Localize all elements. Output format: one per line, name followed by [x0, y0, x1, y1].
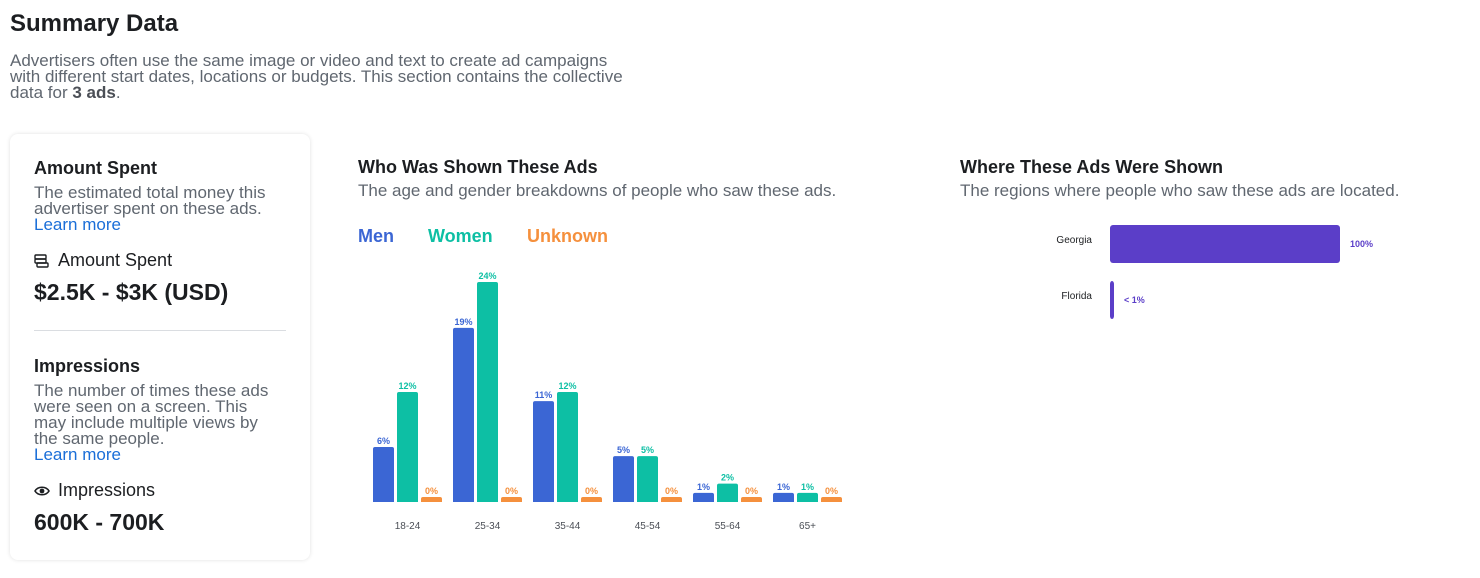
demographics-title: Who Was Shown These Ads: [358, 157, 598, 177]
amount-spent-desc-text: The estimated total money this advertise…: [34, 183, 266, 218]
bar-unknown-65+[interactable]: [821, 497, 842, 502]
bar-men-65+[interactable]: [773, 492, 794, 502]
region-value-georgia: 100%: [1350, 239, 1373, 249]
bar-label-unknown-35-44: 0%: [585, 486, 598, 496]
bar-women-25-34[interactable]: [477, 282, 498, 502]
impressions-metric-label: Impressions: [58, 480, 156, 500]
legend-unknown[interactable]: Unknown: [527, 226, 608, 246]
bar-label-women-25-34: 24%: [478, 271, 496, 281]
bar-unknown-45-54[interactable]: [661, 497, 682, 502]
x-tick-label-25-34: 25-34: [475, 521, 501, 532]
bar-women-35-44[interactable]: [557, 392, 578, 502]
regions-title: Where These Ads Were Shown: [960, 157, 1224, 177]
amount-spent-metric: Amount Spent: [34, 250, 172, 271]
bar-unknown-35-44[interactable]: [581, 497, 602, 502]
x-tick-label-55-64: 55-64: [715, 521, 741, 532]
bar-unknown-25-34[interactable]: [501, 497, 522, 502]
bar-label-unknown-45-54: 0%: [665, 486, 678, 496]
region-value-florida: < 1%: [1124, 295, 1145, 305]
region-bar-chart: Georgia 100% Florida < 1%: [1056, 225, 1373, 319]
bar-label-unknown-25-34: 0%: [505, 486, 518, 496]
amount-spent-title: Amount Spent: [34, 158, 157, 178]
bar-label-unknown-65+: 0%: [825, 486, 838, 496]
eye-icon: [34, 485, 50, 496]
bar-label-women-45-54: 5%: [641, 445, 654, 455]
region-bar-georgia[interactable]: [1110, 225, 1340, 263]
demographics-subtitle: The age and gender breakdowns of people …: [358, 181, 837, 200]
bar-men-35-44[interactable]: [533, 401, 554, 502]
description-text: Advertisers often use the same image or …: [10, 51, 623, 102]
bar-unknown-18-24[interactable]: [421, 497, 442, 502]
x-tick-label-45-54: 45-54: [635, 521, 661, 532]
bar-label-men-18-24: 6%: [377, 436, 390, 446]
impressions-value: 600K - 700K: [34, 509, 165, 535]
impressions-description: The number of times these ads were seen …: [34, 381, 284, 464]
region-bar-florida[interactable]: [1110, 281, 1114, 319]
legend-women[interactable]: Women: [428, 226, 493, 246]
x-tick-label-35-44: 35-44: [555, 521, 581, 532]
page-description: Advertisers often use the same image or …: [10, 51, 630, 102]
bar-men-55-64[interactable]: [693, 492, 714, 502]
bar-unknown-55-64[interactable]: [741, 497, 762, 502]
summary-card: Amount Spent The estimated total money t…: [10, 134, 310, 560]
bar-women-45-54[interactable]: [637, 456, 658, 502]
x-tick-label-65+: 65+: [799, 521, 816, 532]
money-icon: [34, 253, 49, 268]
bar-women-18-24[interactable]: [397, 392, 418, 502]
bar-label-women-65+: 1%: [801, 482, 814, 492]
page-title: Summary Data: [10, 10, 179, 37]
impressions-desc-text: The number of times these ads were seen …: [34, 381, 269, 448]
bar-label-women-55-64: 2%: [721, 473, 734, 483]
bar-label-men-65+: 1%: [777, 482, 790, 492]
bar-men-25-34[interactable]: [453, 327, 474, 502]
bar-label-men-25-34: 19%: [454, 317, 472, 327]
bar-men-18-24[interactable]: [373, 447, 394, 502]
bar-label-men-45-54: 5%: [617, 445, 630, 455]
regions-subtitle: The regions where people who saw these a…: [960, 181, 1400, 200]
bar-label-men-55-64: 1%: [697, 482, 710, 492]
impressions-metric: Impressions: [34, 480, 155, 501]
impressions-title: Impressions: [34, 356, 141, 376]
impressions-learn-more-link[interactable]: Learn more: [34, 445, 121, 464]
bar-label-women-18-24: 12%: [398, 381, 416, 391]
description-suffix: .: [115, 83, 121, 102]
x-tick-label-18-24: 18-24: [395, 521, 421, 532]
legend-men[interactable]: Men: [358, 226, 394, 246]
bar-women-55-64[interactable]: [717, 483, 738, 502]
region-label-florida: Florida: [1061, 291, 1092, 302]
amount-spent-value: $2.5K - $3K (USD): [34, 279, 229, 305]
amount-spent-metric-label: Amount Spent: [58, 250, 173, 270]
region-label-georgia: Georgia: [1056, 235, 1092, 246]
bar-label-unknown-55-64: 0%: [745, 486, 758, 496]
card-divider: [34, 330, 286, 331]
bar-women-65+[interactable]: [797, 492, 818, 502]
bar-label-unknown-18-24: 0%: [425, 486, 438, 496]
ad-count: 3 ads: [72, 83, 116, 102]
amount-spent-description: The estimated total money this advertise…: [34, 183, 284, 234]
age-gender-bar-chart: 6% 12% 0% 18-24 19% 24% 0% 25-34 11% 12% 0% 35-44 5%…: [373, 271, 842, 532]
bar-label-women-35-44: 12%: [558, 381, 576, 391]
amount-spent-learn-more-link[interactable]: Learn more: [34, 215, 121, 234]
bar-men-45-54[interactable]: [613, 456, 634, 502]
bar-label-men-35-44: 11%: [535, 390, 553, 400]
